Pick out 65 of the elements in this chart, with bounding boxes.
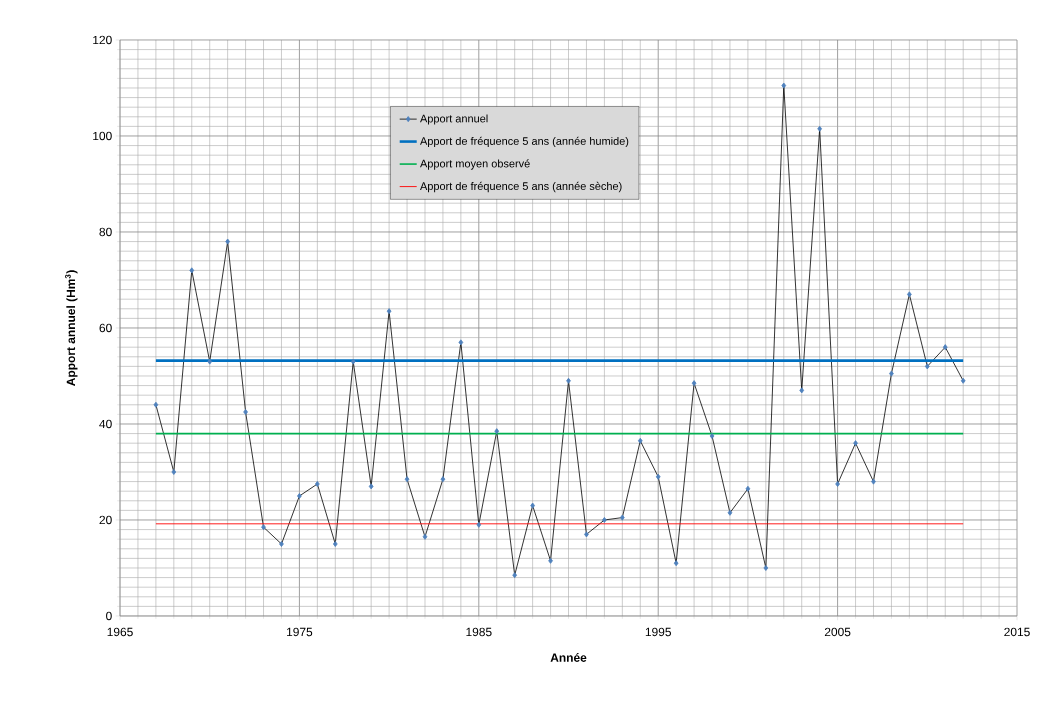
y-tick-label: 80	[99, 227, 112, 237]
point	[530, 502, 535, 509]
x-tick-label: 1975	[287, 627, 313, 637]
point	[279, 540, 284, 547]
y-tick-label: 20	[99, 515, 112, 525]
point	[386, 308, 392, 315]
point	[817, 125, 823, 132]
x-tick-label: 2015	[1004, 627, 1030, 637]
point	[871, 478, 876, 485]
point	[422, 533, 428, 540]
y-tick-label: 40	[99, 419, 112, 429]
y-tick-label: 100	[93, 131, 112, 141]
point	[781, 82, 787, 89]
point	[960, 377, 966, 384]
point	[494, 428, 500, 435]
y-tick-label: 0	[106, 611, 112, 621]
point	[261, 524, 266, 531]
point	[566, 377, 571, 384]
x-tick-label: 2005	[824, 627, 851, 637]
point	[458, 339, 464, 346]
point	[924, 363, 930, 370]
point	[440, 476, 446, 483]
point	[297, 492, 302, 499]
point	[673, 560, 679, 567]
point	[512, 572, 518, 579]
point	[637, 437, 643, 444]
point	[548, 557, 553, 564]
legend-label: Apport annuel	[420, 114, 488, 125]
point	[602, 516, 607, 523]
point	[207, 358, 213, 365]
legend-label: Apport de fréquence 5 ans (année humide)	[420, 136, 629, 148]
x-tick-label: 1985	[466, 627, 492, 637]
legend-label: Apport de fréquence 5 ans (année sèche)	[420, 181, 622, 193]
point	[584, 531, 589, 538]
point	[799, 387, 805, 394]
point	[835, 480, 840, 487]
point	[691, 380, 697, 387]
point	[655, 473, 661, 480]
point	[350, 358, 356, 365]
point	[907, 291, 912, 298]
point	[942, 344, 948, 351]
point	[853, 440, 858, 447]
point	[745, 485, 751, 492]
point	[368, 483, 374, 490]
point	[619, 514, 625, 521]
x-axis-title: Année	[550, 653, 587, 662]
point	[332, 540, 338, 547]
x-tick-label: 1995	[645, 627, 671, 637]
point	[189, 267, 195, 274]
point	[404, 476, 410, 483]
legend-label: Apport moyen observé	[420, 159, 530, 170]
y-tick-label: 120	[93, 35, 112, 45]
y-axis-title: Apport annuel (Hm$^{3}$)	[65, 270, 78, 386]
point	[243, 408, 248, 415]
point	[225, 238, 230, 245]
point	[476, 521, 482, 528]
point	[763, 564, 769, 571]
point	[889, 370, 894, 377]
point	[709, 433, 715, 439]
point	[153, 401, 159, 408]
point	[315, 480, 320, 487]
x-tick-label: 1965	[107, 627, 133, 637]
point	[727, 509, 733, 516]
point	[171, 468, 177, 475]
y-tick-label: 60	[99, 323, 112, 333]
